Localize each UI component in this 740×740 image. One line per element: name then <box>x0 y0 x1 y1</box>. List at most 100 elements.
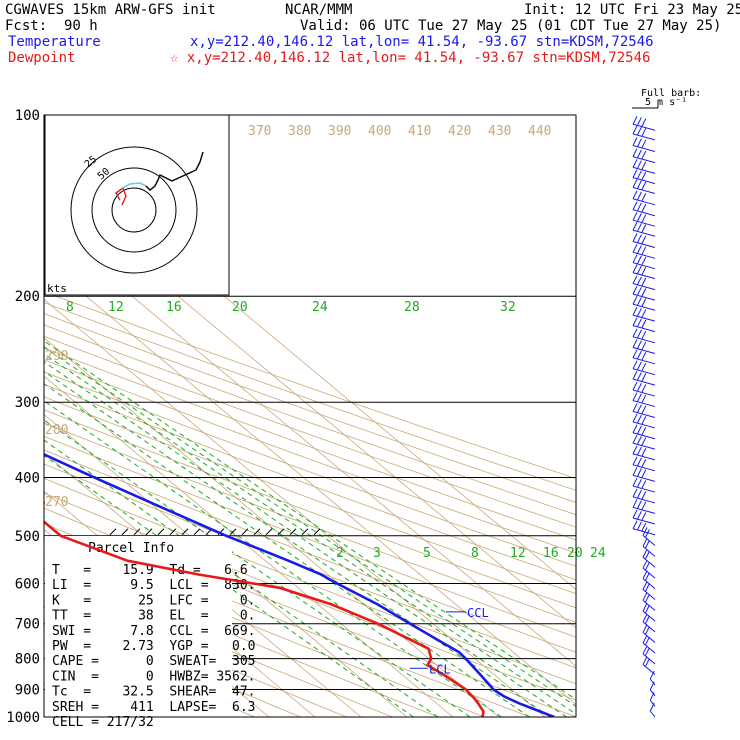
wind-barb-flag <box>641 491 647 500</box>
wind-barb-flag <box>636 350 642 360</box>
wind-barb <box>642 570 656 590</box>
isotherm-line <box>44 413 408 717</box>
hatch-mark <box>109 528 117 536</box>
wind-barb <box>642 645 656 665</box>
wind-barb-flag <box>644 594 650 603</box>
parcel-info-row: SWI = 7.8 CCL = 669. <box>52 624 256 639</box>
wind-barb-flag <box>636 383 642 392</box>
wind-barb-flag <box>641 437 647 446</box>
dewpoint-profile <box>44 500 485 717</box>
wind-barb-flag <box>636 234 642 243</box>
theta-e-label: 430 <box>488 124 511 139</box>
init-time: Init: 12 UTC Fri 23 May 25 <box>524 2 740 18</box>
dry-adiabat-line <box>44 313 576 503</box>
dry-adiabat-line <box>44 383 576 581</box>
wind-barb-flag <box>644 583 650 592</box>
wind-barb-flag <box>642 602 648 612</box>
hodograph-ring <box>111 187 157 233</box>
pressure-tick-label: 1000 <box>6 710 40 726</box>
wind-barb-flag <box>641 224 647 233</box>
parcel-info-row: CELL = 217/32 <box>52 715 154 730</box>
parcel-info-row: LI = 9.5 LCL = 830. <box>52 578 256 593</box>
wind-barb-staff <box>642 556 656 568</box>
mixing-ratio-label: 8 <box>66 300 74 315</box>
wind-barb-flag <box>636 479 642 488</box>
wind-barb-staff <box>632 368 656 376</box>
hodograph-units: kts <box>47 282 67 295</box>
wind-barb-staff <box>632 410 656 418</box>
wind-barb-flag <box>636 276 642 286</box>
wind-barb-flag <box>632 190 638 200</box>
wind-barb-flag <box>632 201 638 210</box>
theta-e-label: 440 <box>528 124 551 139</box>
wind-barb-flag <box>641 309 647 318</box>
wind-barb-flag <box>636 318 642 328</box>
wind-barb-flag <box>636 361 642 371</box>
wind-barb <box>642 581 656 600</box>
dry-adiabat-line <box>44 435 576 638</box>
wind-barb-staff <box>632 378 656 386</box>
dry-adiabat-line <box>44 291 576 479</box>
wind-barb-flag <box>641 161 647 170</box>
wind-barb-staff <box>632 421 656 429</box>
wind-barb-flag <box>632 295 638 305</box>
wind-barb-staff <box>632 325 656 333</box>
parcel-info-row: TT = 38 EL = 0. <box>52 609 256 624</box>
dry-adiabat-line <box>44 335 576 528</box>
dry-adiabat-line <box>44 302 576 491</box>
wind-barb-flag <box>636 521 642 531</box>
sounding-profiles <box>44 453 555 717</box>
wind-barb-flag <box>636 468 642 477</box>
dry-adiabat-line <box>44 324 576 516</box>
wind-barb-staff <box>632 133 656 141</box>
wind-barb-flag <box>642 634 648 644</box>
hatch-mark <box>157 528 165 536</box>
parcel-info-panel: Parcel Info T = 15.9 Td = 6.6LI = 9.5 LC… <box>45 536 256 730</box>
wind-barb-flag <box>632 499 638 508</box>
wind-barb-flag <box>641 501 647 511</box>
wind-barb-staff <box>642 599 656 611</box>
theta-e-label: 410 <box>408 124 431 139</box>
wind-barb-flag <box>644 551 650 560</box>
wind-barb-flag <box>636 170 642 180</box>
wind-barb-flag <box>632 211 638 221</box>
hatch-mark <box>253 528 261 536</box>
wind-barb-flag <box>641 522 647 532</box>
mixing-ratio-label: 20 <box>567 546 583 561</box>
wind-barb-flag <box>632 169 638 178</box>
temperature-legend-label: Temperature <box>8 34 101 50</box>
valid-time: Valid: 06 UTC Tue 27 May 25 (01 CDT Tue … <box>300 18 721 34</box>
wind-barb-flag <box>644 658 650 667</box>
pressure-tick-label: 500 <box>15 529 40 545</box>
wind-barb <box>632 125 656 141</box>
wind-barb <box>632 137 656 153</box>
wind-barb-flag <box>642 645 648 655</box>
wind-barb <box>632 381 656 397</box>
wind-barb <box>632 413 656 429</box>
level-annotations: CCL LCL <box>410 606 489 676</box>
fcst-value: 90 h <box>64 18 98 34</box>
dry-adiabat-line <box>44 449 576 653</box>
wind-barb-flag <box>632 360 638 369</box>
hodograph-trace-upper <box>145 151 204 191</box>
wind-barb-flag <box>632 159 638 168</box>
wind-barb-flag <box>632 264 638 273</box>
wind-barb-flag <box>641 246 647 255</box>
wind-barb <box>642 656 656 675</box>
wind-barb-flag <box>644 540 650 549</box>
wind-barb-flag <box>641 405 647 415</box>
wind-barb-flag <box>644 647 650 657</box>
parcel-info-row: K = 25 LFC = 0. <box>52 593 256 608</box>
dewpoint-legend-label: Dewpoint <box>8 50 75 66</box>
wind-barb-flag <box>632 349 638 359</box>
wind-barb <box>642 634 656 654</box>
pressure-tick-label: 700 <box>15 617 40 633</box>
wind-barb-staff <box>642 567 656 579</box>
wind-barb-flag <box>636 393 642 402</box>
wind-barb-flag <box>636 255 642 265</box>
wind-barb-flag <box>632 125 638 135</box>
theta-e-label: 420 <box>448 124 471 139</box>
hatch-mark <box>133 528 141 536</box>
wind-barb <box>632 159 656 174</box>
wind-barb-staff <box>632 166 656 174</box>
